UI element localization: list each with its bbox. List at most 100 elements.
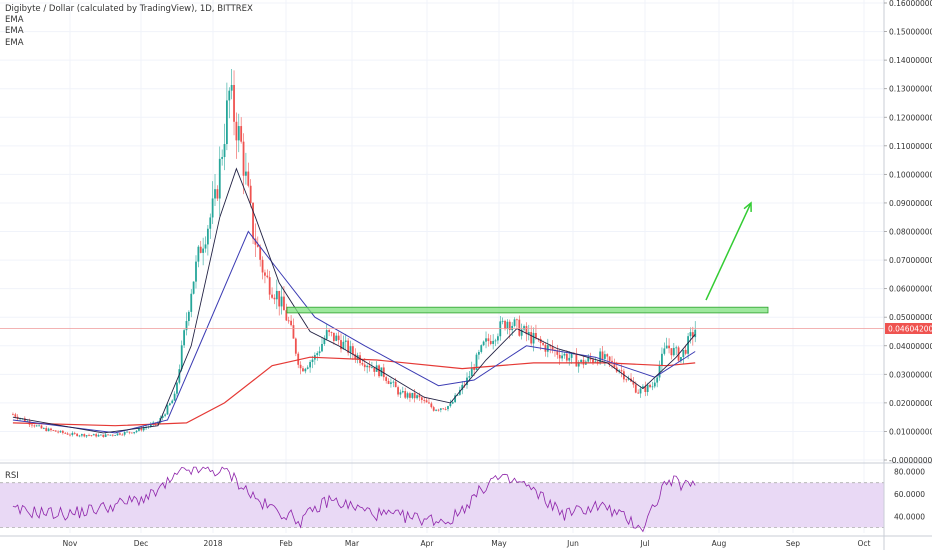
- candle: [361, 362, 364, 365]
- candle: [128, 431, 131, 433]
- candle: [259, 246, 262, 260]
- ema-legend-2[interactable]: EMA: [5, 26, 24, 36]
- candle: [449, 403, 452, 407]
- candle: [513, 319, 516, 326]
- candle: [603, 354, 606, 359]
- candle: [264, 272, 266, 276]
- candle: [418, 395, 421, 398]
- candle: [649, 384, 651, 388]
- candle: [637, 392, 640, 394]
- candle: [544, 344, 547, 352]
- candle: [475, 354, 478, 370]
- candle: [601, 351, 604, 359]
- candle: [606, 354, 609, 357]
- candle: [632, 381, 635, 385]
- candle: [444, 409, 447, 410]
- candle: [187, 311, 190, 322]
- candle: [90, 435, 93, 437]
- y-tick-label: 0.06000000: [889, 285, 932, 294]
- candle: [354, 354, 357, 359]
- x-tick-label: Sep: [786, 539, 800, 548]
- candle: [311, 359, 314, 363]
- candle: [233, 84, 235, 122]
- candle: [330, 332, 333, 333]
- candle: [278, 290, 281, 307]
- candle: [497, 336, 499, 341]
- chart-title: Digibyte / Dollar (calculated by Trading…: [5, 4, 253, 14]
- candle: [285, 310, 288, 321]
- candle: [249, 185, 252, 203]
- candle: [551, 346, 554, 350]
- candle: [337, 335, 340, 341]
- last-price-tag: [885, 322, 932, 334]
- candle: [130, 432, 133, 434]
- candle: [425, 400, 428, 403]
- candle: [646, 384, 649, 393]
- candle: [663, 348, 666, 354]
- candle: [204, 244, 207, 249]
- candle: [530, 332, 533, 344]
- y-tick-label: 0.13000000: [889, 85, 932, 94]
- candle: [416, 395, 418, 399]
- candle: [508, 321, 511, 331]
- ema-legend-1[interactable]: EMA: [5, 15, 24, 25]
- candle: [461, 384, 464, 390]
- y-tick-label: 0.14000000: [889, 56, 932, 65]
- candle: [88, 435, 90, 436]
- resistance-zone[interactable]: [286, 306, 769, 314]
- candle: [480, 345, 483, 352]
- candle: [164, 414, 166, 416]
- candle: [634, 384, 637, 393]
- candle: [73, 432, 76, 434]
- candle: [221, 157, 224, 159]
- candle: [577, 362, 580, 367]
- candle: [516, 319, 518, 321]
- y-tick-label: 0.01000000: [889, 427, 932, 436]
- candle: [318, 351, 321, 354]
- candle: [297, 353, 300, 365]
- candle: [178, 369, 181, 383]
- x-tick-label: 2018: [203, 539, 222, 548]
- x-tick-label: Mar: [345, 539, 360, 548]
- candle: [487, 338, 490, 342]
- candle: [423, 399, 426, 401]
- candle: [225, 100, 228, 145]
- candle: [66, 433, 69, 435]
- candle: [401, 391, 404, 393]
- candle: [275, 290, 278, 300]
- ema-fast-line[interactable]: [12, 167, 696, 434]
- candle: [458, 389, 461, 395]
- candle: [206, 228, 209, 245]
- rsi-label[interactable]: RSI: [5, 471, 19, 481]
- candle: [323, 338, 326, 345]
- candle: [558, 354, 561, 359]
- candle: [14, 414, 17, 417]
- candle: [335, 335, 338, 341]
- candle: [85, 435, 88, 437]
- candle: [611, 360, 613, 363]
- candle: [539, 338, 542, 344]
- rsi-pane: [0, 462, 932, 533]
- projection-arrow[interactable]: [705, 202, 752, 301]
- candle: [399, 392, 402, 395]
- candle: [247, 171, 250, 186]
- candle: [368, 365, 371, 368]
- candle: [78, 435, 81, 437]
- ema-legend-3[interactable]: EMA: [5, 38, 24, 48]
- candle: [299, 364, 302, 369]
- candle: [653, 382, 656, 387]
- candle: [252, 202, 254, 239]
- candle: [451, 402, 454, 404]
- ema-mid-line[interactable]: [12, 230, 696, 434]
- candle: [135, 430, 138, 433]
- ema-slow-line[interactable]: [12, 356, 696, 427]
- candle: [192, 281, 195, 294]
- candle: [409, 393, 411, 398]
- candle: [340, 340, 342, 350]
- candle: [211, 198, 214, 218]
- candle: [59, 430, 62, 433]
- candle: [651, 386, 654, 388]
- rsi-line[interactable]: [12, 466, 696, 533]
- y-tick-label: 0.16000000: [889, 0, 932, 8]
